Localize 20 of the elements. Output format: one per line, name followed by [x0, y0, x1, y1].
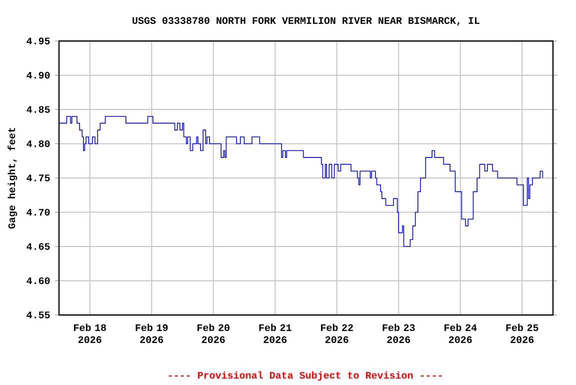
y-tick-label: 4.80: [26, 140, 50, 148]
y-tick-label: 4.75: [26, 174, 50, 182]
x-tick-label: Feb 20 2026: [198, 324, 230, 344]
x-tick-label: Feb 24 2026: [444, 324, 477, 344]
chart-title: USGS 03338780 NORTH FORK VERMILION RIVER NEAR BISMARCK, IL: [132, 17, 480, 26]
x-tick-label: Feb 22 2026: [321, 324, 353, 344]
x-tick-label: Feb 21 2026: [259, 324, 292, 344]
y-tick-label: 4.55: [26, 312, 50, 318]
y-tick-label: 4.60: [26, 277, 50, 284]
x-tick-label: Feb 18 2026: [74, 324, 106, 344]
x-tick-label: Feb 25 2026: [506, 324, 538, 344]
y-tick-label: 4.90: [26, 72, 50, 79]
y-tick-label: 4.85: [26, 106, 50, 113]
x-tick-label: Feb 23 2026: [382, 324, 415, 344]
x-tick-label: Feb 19 2026: [136, 324, 168, 344]
y-tick-label: 4.70: [26, 208, 50, 216]
y-axis-title: Gage height, feet: [8, 128, 18, 229]
y-tick-label: 4.95: [26, 38, 50, 44]
text: ---- Provisional Data Subject to Revision ----: [168, 371, 442, 381]
y-tick-label: 4.65: [26, 243, 50, 250]
